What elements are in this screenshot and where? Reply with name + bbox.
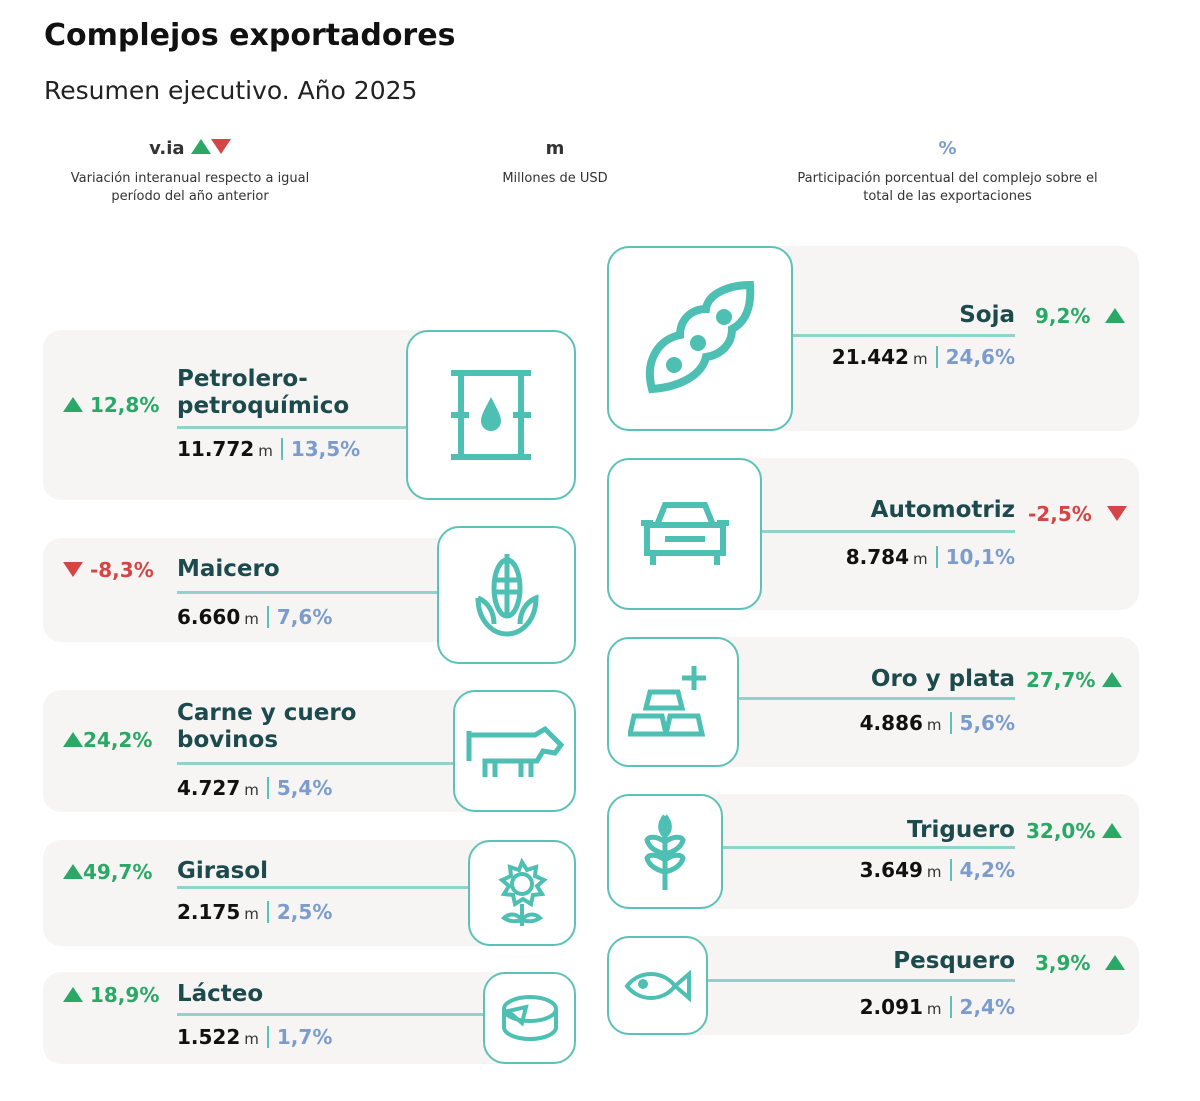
complex-name: Triguero (907, 817, 1015, 843)
up-triangle-icon (190, 139, 211, 154)
up-triangle-icon (63, 987, 83, 1002)
complex-name: Lácteo (177, 981, 264, 1007)
up-triangle-icon (63, 397, 83, 412)
complex-value: 3.649 m 4,2% (859, 858, 1015, 882)
up-triangle-icon (63, 732, 83, 747)
variation: 27,7% (1026, 668, 1123, 692)
complex-name: Pesquero (893, 948, 1015, 974)
gold-bars-icon (607, 637, 739, 767)
legend-text: Participación porcentual del complejo so… (797, 171, 1098, 204)
complex-name: Carne y cuero bovinos (177, 700, 357, 753)
up-triangle-icon (63, 864, 83, 879)
sunflower-icon (468, 840, 576, 946)
oil-barrel-icon (406, 330, 576, 500)
page-title: Complejos exportadores (44, 18, 456, 53)
up-triangle-icon (1102, 672, 1123, 687)
down-triangle-icon (210, 139, 231, 154)
complex-value: 11.772 m 13,5% (177, 437, 361, 461)
complex-value: 4.886 m 5,6% (859, 711, 1015, 735)
legend-text: Variación interanual respecto a igual pe… (70, 171, 310, 204)
complex-value: 4.727 m 5,4% (177, 776, 333, 800)
variation: -8,3% (63, 558, 154, 582)
page-subtitle: Resumen ejecutivo. Año 2025 (44, 76, 418, 105)
variation: 32,0% (1026, 819, 1123, 843)
variation: 49,7% (63, 860, 152, 884)
legend-text: Millones de USD (502, 171, 608, 186)
complex-name: Maicero (177, 556, 280, 582)
complex-value: 2.091 m 2,4% (859, 995, 1015, 1019)
legend-variation: v.ia Variación interanual respecto a igu… (60, 138, 320, 206)
complex-name: Oro y plata (870, 666, 1015, 692)
complex-value: 8.784 m 10,1% (845, 545, 1015, 569)
complex-value: 2.175 m 2,5% (177, 900, 333, 924)
cheese-icon (483, 972, 576, 1064)
complex-card-lacteo (43, 972, 563, 1064)
complex-name: Petrolero-petroquímico (177, 366, 350, 419)
up-triangle-icon (1105, 308, 1126, 323)
down-triangle-icon (1106, 506, 1127, 521)
variation: 24,2% (63, 728, 152, 752)
legend-symbol: % (938, 138, 957, 159)
up-triangle-icon (1102, 823, 1123, 838)
cow-icon (453, 690, 576, 812)
corn-icon (437, 526, 576, 664)
variation: 3,9% (1035, 951, 1126, 975)
complex-value: 1.522 m 1,7% (177, 1025, 333, 1049)
legend-millions: m Millones de USD (470, 138, 640, 188)
complex-name: Girasol (177, 858, 269, 884)
variation: -2,5% (1028, 502, 1127, 526)
wheat-icon (607, 794, 723, 909)
up-triangle-icon (1105, 955, 1126, 970)
complex-value: 6.660 m 7,6% (177, 605, 333, 629)
down-triangle-icon (63, 562, 83, 577)
complex-name: Automotriz (870, 497, 1015, 523)
complex-name: Soja (959, 302, 1015, 328)
legend-share: % Participación porcentual del complejo … (795, 138, 1100, 206)
variation: 9,2% (1035, 304, 1126, 328)
legend-symbol: v.ia (149, 138, 185, 159)
variation: 12,8% (63, 393, 159, 417)
car-icon (607, 458, 762, 610)
fish-icon (607, 936, 708, 1035)
legend-symbol: m (545, 138, 565, 159)
soybean-icon (607, 246, 793, 431)
variation: 18,9% (63, 983, 159, 1007)
complex-value: 21.442 m 24,6% (831, 345, 1015, 369)
